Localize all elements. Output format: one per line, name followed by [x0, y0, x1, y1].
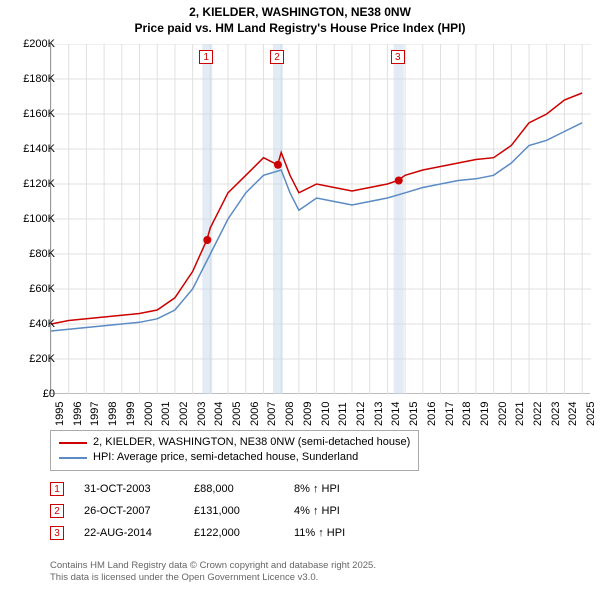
footer-line-1: Contains HM Land Registry data © Crown c…	[50, 560, 376, 572]
x-tick-label: 2000	[143, 414, 155, 426]
legend-swatch	[59, 457, 87, 459]
legend-swatch	[59, 442, 87, 444]
x-tick-label: 2014	[390, 414, 402, 426]
x-tick-label: 2015	[408, 414, 420, 426]
x-tick-label: 2006	[249, 414, 261, 426]
x-tick-label: 2020	[497, 414, 509, 426]
x-tick-label: 2001	[160, 414, 172, 426]
event-pct: 8% ↑ HPI	[294, 483, 394, 495]
event-pct: 4% ↑ HPI	[294, 505, 394, 517]
x-tick-label: 2017	[444, 414, 456, 426]
event-row: 1 31-OCT-2003 £88,000 8% ↑ HPI	[50, 478, 394, 500]
legend: 2, KIELDER, WASHINGTON, NE38 0NW (semi-d…	[50, 430, 419, 471]
event-marker-box: 3	[391, 50, 405, 64]
chart-header: 2, KIELDER, WASHINGTON, NE38 0NW Price p…	[0, 0, 600, 36]
y-tick-label: £140K	[5, 143, 55, 155]
x-tick-label: 1999	[125, 414, 137, 426]
x-tick-label: 2021	[514, 414, 526, 426]
y-tick-label: £0	[5, 388, 55, 400]
x-tick-label: 2007	[266, 414, 278, 426]
x-tick-label: 2025	[585, 414, 597, 426]
x-tick-label: 2010	[320, 414, 332, 426]
x-tick-label: 1995	[54, 414, 66, 426]
y-tick-label: £20K	[5, 353, 55, 365]
events-table: 1 31-OCT-2003 £88,000 8% ↑ HPI 2 26-OCT-…	[50, 478, 394, 544]
y-tick-label: £60K	[5, 283, 55, 295]
event-row: 2 26-OCT-2007 £131,000 4% ↑ HPI	[50, 500, 394, 522]
y-tick-label: £80K	[5, 248, 55, 260]
x-tick-label: 2022	[532, 414, 544, 426]
x-tick-label: 2018	[461, 414, 473, 426]
event-pct: 11% ↑ HPI	[294, 527, 394, 539]
x-tick-label: 2009	[302, 414, 314, 426]
event-date: 26-OCT-2007	[84, 505, 174, 517]
x-tick-label: 2003	[196, 414, 208, 426]
title-line-1: 2, KIELDER, WASHINGTON, NE38 0NW	[0, 5, 600, 21]
y-tick-label: £100K	[5, 213, 55, 225]
x-tick-label: 2013	[373, 414, 385, 426]
y-tick-label: £160K	[5, 108, 55, 120]
y-tick-label: £120K	[5, 178, 55, 190]
legend-label: 2, KIELDER, WASHINGTON, NE38 0NW (semi-d…	[93, 435, 410, 450]
footer: Contains HM Land Registry data © Crown c…	[50, 560, 376, 584]
chart-plot-area	[50, 44, 590, 394]
y-tick-label: £40K	[5, 318, 55, 330]
x-tick-label: 2005	[231, 414, 243, 426]
y-tick-label: £200K	[5, 38, 55, 50]
x-tick-label: 2002	[178, 414, 190, 426]
x-tick-label: 2011	[337, 414, 349, 426]
footer-line-2: This data is licensed under the Open Gov…	[50, 572, 376, 584]
x-tick-label: 2024	[567, 414, 579, 426]
legend-label: HPI: Average price, semi-detached house,…	[93, 450, 358, 465]
event-marker-icon: 3	[50, 526, 64, 540]
x-tick-label: 2023	[550, 414, 562, 426]
event-row: 3 22-AUG-2014 £122,000 11% ↑ HPI	[50, 522, 394, 544]
x-tick-label: 2012	[355, 414, 367, 426]
title-line-2: Price paid vs. HM Land Registry's House …	[0, 21, 600, 37]
x-tick-label: 2016	[426, 414, 438, 426]
x-tick-label: 1998	[107, 414, 119, 426]
x-tick-label: 1996	[72, 414, 84, 426]
legend-item: HPI: Average price, semi-detached house,…	[59, 450, 410, 465]
event-marker-box: 2	[270, 50, 284, 64]
y-tick-label: £180K	[5, 73, 55, 85]
event-price: £131,000	[194, 505, 274, 517]
event-marker-icon: 2	[50, 504, 64, 518]
x-tick-label: 2019	[479, 414, 491, 426]
chart-svg	[51, 44, 591, 394]
event-date: 22-AUG-2014	[84, 527, 174, 539]
event-marker-box: 1	[199, 50, 213, 64]
x-tick-label: 2008	[284, 414, 296, 426]
event-marker-icon: 1	[50, 482, 64, 496]
x-tick-label: 2004	[213, 414, 225, 426]
legend-item: 2, KIELDER, WASHINGTON, NE38 0NW (semi-d…	[59, 435, 410, 450]
event-price: £88,000	[194, 483, 274, 495]
event-price: £122,000	[194, 527, 274, 539]
event-date: 31-OCT-2003	[84, 483, 174, 495]
x-tick-label: 1997	[89, 414, 101, 426]
